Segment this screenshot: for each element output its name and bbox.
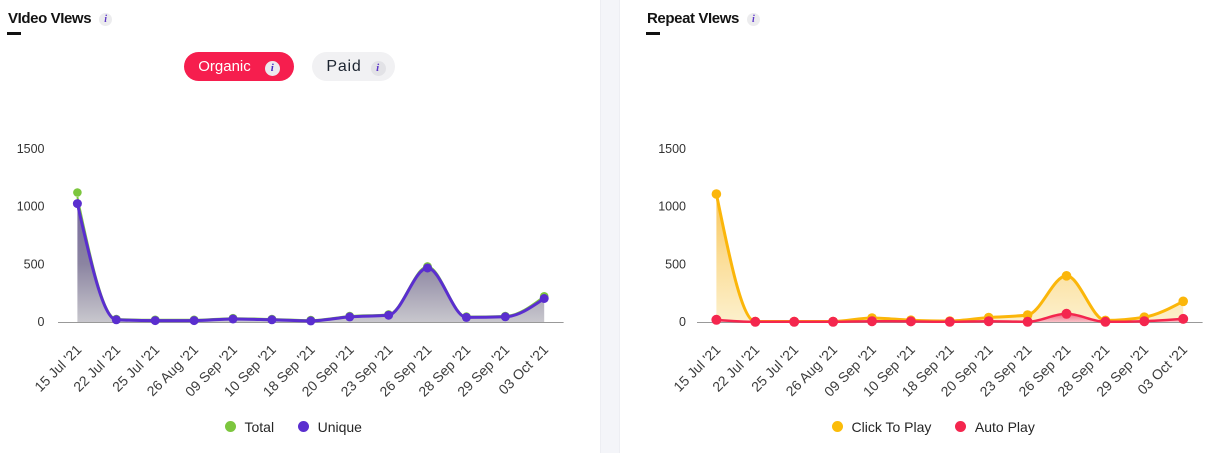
svg-text:500: 500 [24, 257, 45, 271]
svg-text:1000: 1000 [658, 200, 686, 214]
svg-text:0: 0 [38, 315, 45, 329]
svg-text:1000: 1000 [17, 200, 45, 214]
svg-text:1500: 1500 [658, 142, 686, 156]
svg-text:500: 500 [665, 257, 686, 271]
svg-text:0: 0 [679, 315, 686, 329]
svg-text:1500: 1500 [17, 142, 45, 156]
